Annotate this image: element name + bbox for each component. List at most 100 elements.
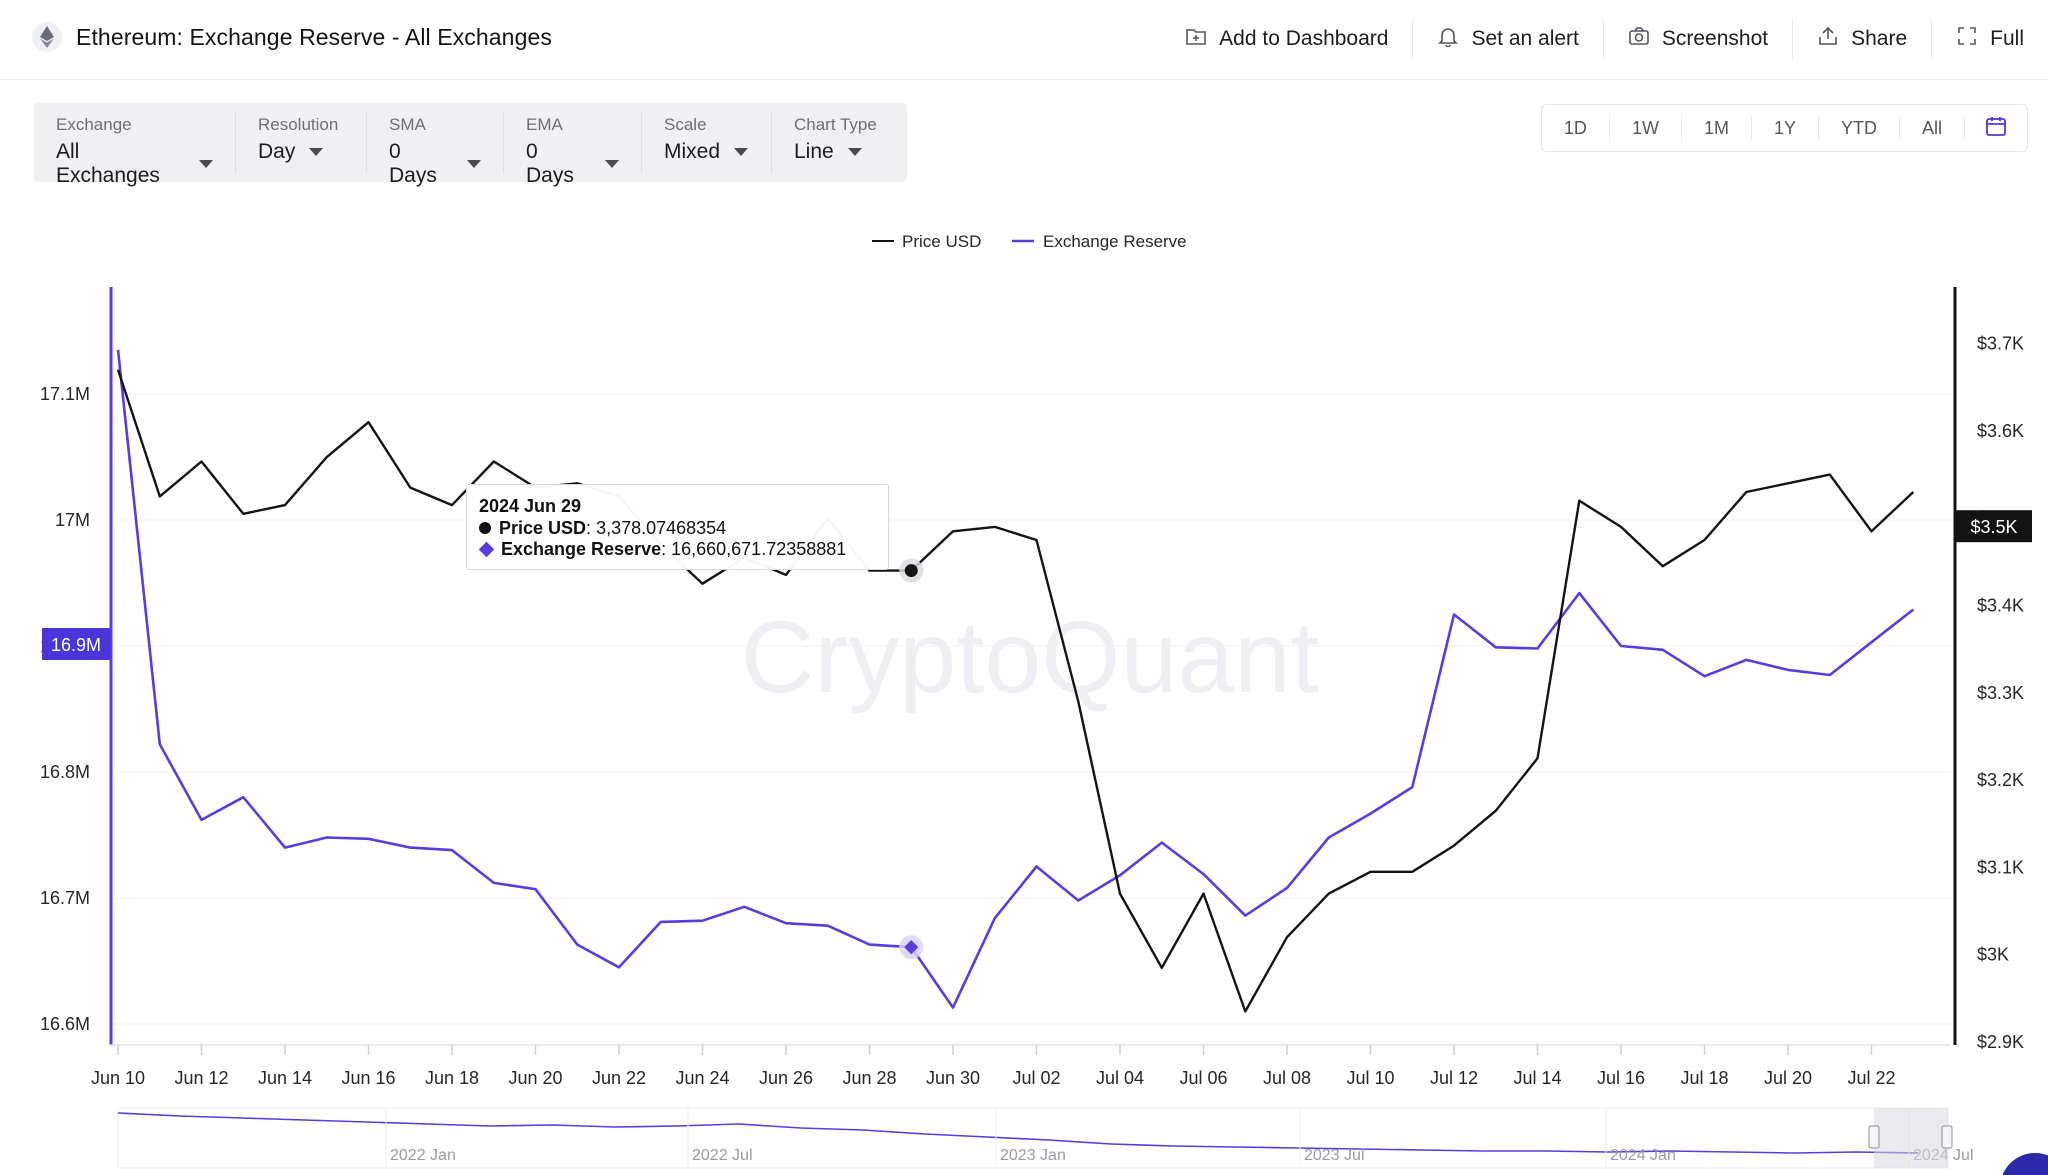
- filter-bar: Exchange All Exchanges Resolution Day SM…: [34, 103, 907, 187]
- right-axis-tick-label: $3.7K: [1977, 334, 2024, 354]
- ema-select-value: 0 Days: [526, 140, 574, 187]
- title-group: Ethereum: Exchange Reserve - All Exchang…: [32, 22, 552, 52]
- share-button[interactable]: Share: [1792, 19, 1931, 59]
- right-current-value-label: $3.5K: [1970, 517, 2017, 537]
- camera-icon: [1628, 25, 1662, 53]
- x-axis-tick-label: Jul 10: [1346, 1068, 1394, 1088]
- x-axis-tick-label: Jun 12: [174, 1068, 228, 1088]
- right-axis-tick-label: $3.6K: [1977, 421, 2024, 441]
- left-current-value-badge: [42, 628, 110, 660]
- x-axis-tick-label: Jul 06: [1179, 1068, 1227, 1088]
- tooltip-price-label: Price USD: [499, 517, 587, 538]
- ema-select[interactable]: EMA 0 Days: [504, 113, 642, 187]
- x-axis-tick-label: Jun 28: [842, 1068, 896, 1088]
- x-axis-tick-label: Jun 30: [926, 1068, 980, 1088]
- chart-area[interactable]: Price USD Exchange Reserve CryptoQuant 1…: [0, 200, 2048, 1175]
- set-alert-label: Set an alert: [1471, 27, 1579, 50]
- exchange-select[interactable]: Exchange All Exchanges: [34, 113, 236, 187]
- x-axis-tick-label: Jul 12: [1430, 1068, 1478, 1088]
- right-current-value-badge: [1956, 510, 2032, 543]
- share-icon: [1817, 25, 1851, 53]
- right-axis-tick-label: $2.9K: [1977, 1032, 2024, 1052]
- exchange-select-label: Exchange: [56, 115, 132, 134]
- right-axis-tick-label: $3K: [1977, 945, 2009, 965]
- right-axis-tick-label: $3.4K: [1977, 596, 2024, 616]
- tooltip-date: 2024 Jun 29: [479, 496, 582, 516]
- x-axis-tick-label: Jun 16: [341, 1068, 395, 1088]
- x-axis-tick-label: Jul 16: [1597, 1068, 1645, 1088]
- navigator-date-label: 2023 Jan: [1000, 1147, 1066, 1164]
- price-usd-line: [116, 369, 1915, 1013]
- bell-icon: [1437, 25, 1471, 53]
- x-axis-tick-label: Jun 24: [675, 1068, 729, 1088]
- left-axis-tick-label: 16.7M: [40, 888, 90, 908]
- set-alert-button[interactable]: Set an alert: [1412, 19, 1602, 59]
- resolution-select-label: Resolution: [258, 115, 339, 134]
- price-dot-icon: [479, 522, 491, 535]
- add-to-dashboard-label: Add to Dashboard: [1219, 27, 1389, 50]
- chart-legend: Price USD Exchange Reserve: [872, 232, 1187, 251]
- reserve-diamond-icon: [478, 541, 495, 558]
- x-axis-tick-label: Jun 14: [258, 1068, 312, 1088]
- left-axis-tick-label: 17.1M: [40, 384, 90, 404]
- navigator-date-label: 2022 Jul: [692, 1147, 753, 1164]
- range-1w-button[interactable]: 1W: [1610, 115, 1682, 141]
- x-axis-tick-label: Jul 20: [1764, 1068, 1812, 1088]
- right-axis-tick-label: $3.3K: [1977, 683, 2024, 703]
- navigator-frame: [117, 1107, 1949, 1169]
- exchange-select-value: All Exchanges: [56, 140, 160, 187]
- range-all-button[interactable]: All: [1900, 115, 1965, 141]
- chart-tooltip: 2024 Jun 29 Price USD: 3,378.07468354 Ex…: [466, 484, 889, 570]
- caret-down-icon: [605, 160, 619, 168]
- left-axis-tick-label: 16.8M: [40, 762, 90, 782]
- x-axis-tick-label: Jun 22: [592, 1068, 646, 1088]
- caret-down-icon: [847, 148, 862, 156]
- left-axis-tick-label: 16.6M: [40, 1014, 90, 1034]
- x-axis-tick-label: Jun 18: [425, 1068, 479, 1088]
- calendar-button[interactable]: [1965, 115, 2027, 142]
- grid-lines: [110, 393, 1950, 1025]
- left-axis-tick-label: 17M: [55, 510, 90, 530]
- scale-select[interactable]: Scale Mixed: [642, 113, 772, 173]
- exchange-reserve-line: [116, 349, 1915, 1009]
- range-1y-button[interactable]: 1Y: [1752, 115, 1819, 141]
- legend-price-label[interactable]: Price USD: [902, 232, 981, 251]
- x-axis-tick-label: Jul 22: [1847, 1068, 1895, 1088]
- add-to-dashboard-button[interactable]: Add to Dashboard: [1161, 19, 1412, 59]
- x-axis-tick-label: Jul 04: [1096, 1068, 1144, 1088]
- fullscreen-icon: [1956, 25, 1990, 53]
- range-navigator[interactable]: 2022 Jan 2022 Jul 2023 Jan 2023 Jul 2024 Jan…: [117, 1107, 1974, 1169]
- sma-select-label: SMA: [389, 115, 426, 134]
- caret-down-icon: [467, 160, 481, 168]
- x-axis-tick-label: Jun 10: [91, 1068, 145, 1088]
- navigator-right-handle[interactable]: [1941, 1125, 1953, 1149]
- x-axis-tick-label: Jun 20: [508, 1068, 562, 1088]
- chart-type-select[interactable]: Chart Type Line: [772, 113, 907, 173]
- tooltip-reserve-label: Exchange Reserve: [501, 539, 662, 559]
- navigator-date-label: 2024 Jan: [1610, 1147, 1676, 1164]
- x-axis-tick-label: Jul 18: [1680, 1068, 1728, 1088]
- tooltip-price-row: Price USD: 3,378.07468354: [479, 518, 876, 540]
- x-axis-tick-label: Jul 14: [1513, 1068, 1561, 1088]
- chart-type-select-label: Chart Type: [794, 115, 877, 134]
- right-axis-tick-label: $3.1K: [1977, 857, 2024, 877]
- screenshot-button[interactable]: Screenshot: [1602, 19, 1792, 59]
- page-title: Ethereum: Exchange Reserve - All Exchang…: [76, 23, 552, 50]
- range-1d-button[interactable]: 1D: [1542, 115, 1610, 141]
- sma-select[interactable]: SMA 0 Days: [367, 113, 504, 187]
- calendar-icon: [1985, 115, 2007, 142]
- range-1m-button[interactable]: 1M: [1682, 115, 1752, 141]
- fullscreen-button[interactable]: Full: [1931, 19, 2048, 59]
- range-ytd-button[interactable]: YTD: [1819, 115, 1900, 141]
- caret-down-icon: [734, 148, 749, 156]
- navigator-left-handle[interactable]: [1868, 1125, 1880, 1149]
- resolution-select[interactable]: Resolution Day: [236, 113, 367, 173]
- legend-reserve-label[interactable]: Exchange Reserve: [1043, 232, 1187, 251]
- tooltip-price-value: 3,378.07468354: [596, 517, 727, 538]
- scale-select-label: Scale: [664, 115, 707, 134]
- dashboard-add-icon: [1185, 25, 1219, 53]
- navigator-series-line: [117, 1112, 1919, 1154]
- watermark: CryptoQuant: [741, 600, 1319, 714]
- navigator-selection[interactable]: [1874, 1108, 1948, 1168]
